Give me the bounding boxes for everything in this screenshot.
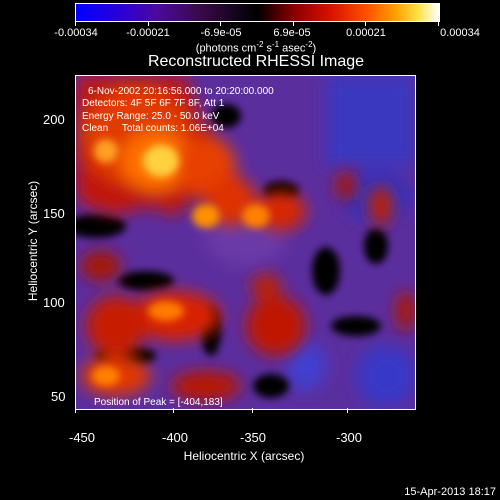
- colorbar-tick-label: -0.00021: [126, 27, 170, 39]
- plot-date: 15-Apr-2013 18:17: [404, 486, 496, 498]
- colorbar-tick-label: 0.00034: [440, 27, 480, 39]
- colorbar-tick: [75, 21, 76, 26]
- x-tick-mark: [347, 408, 348, 413]
- colorbar-tick: [293, 21, 294, 26]
- colorbar-tick-label: 6.9e-05: [273, 27, 311, 39]
- rhessi-image: [75, 75, 416, 410]
- colorbar-unit: (photons cm-2 s-1 asec-2): [195, 40, 317, 55]
- colorbar-tick: [438, 21, 439, 26]
- colorbar: [75, 3, 440, 22]
- x-tick-label: -300: [335, 430, 363, 445]
- x-tick-mark: [75, 408, 76, 413]
- image-title: Reconstructed RHESSI Image: [147, 53, 365, 70]
- peak-position: Position of Peak = [-404,183]: [94, 397, 223, 408]
- x-tick-mark: [252, 408, 253, 413]
- colorbar-tick-label: 0.00021: [346, 27, 386, 39]
- colorbar-tick-label: -6.9e-05: [200, 27, 242, 39]
- colorbar-tick-label: -0.00034: [54, 27, 98, 39]
- x-tick-label: -450: [68, 430, 96, 445]
- y-tick-label: 50: [51, 389, 66, 404]
- y-tick-label: 200: [43, 112, 65, 127]
- y-axis-label: Heliocentric Y (arcsec): [26, 180, 40, 302]
- detectors-info: Detectors: 4F 5F 6F 7F 8F, Att 1: [82, 98, 225, 109]
- y-tick-label: 100: [43, 295, 65, 310]
- energy-range: Energy Range: 25.0 - 50.0 keV: [82, 111, 220, 122]
- x-tick-label: -400: [161, 430, 189, 445]
- y-tick-label: 150: [43, 206, 65, 221]
- colorbar-tick: [365, 21, 366, 26]
- observation-time: 6-Nov-2002 20:16:56.000 to 20:20:00.000: [88, 86, 274, 97]
- colorbar-tick: [220, 21, 221, 26]
- x-tick-mark: [173, 408, 174, 413]
- x-tick-label: -350: [239, 430, 267, 445]
- colorbar-tick: [148, 21, 149, 26]
- x-axis-label: Heliocentric X (arcsec): [183, 449, 305, 463]
- clean-total-counts: Clean Total counts: 1.06E+04: [82, 123, 224, 134]
